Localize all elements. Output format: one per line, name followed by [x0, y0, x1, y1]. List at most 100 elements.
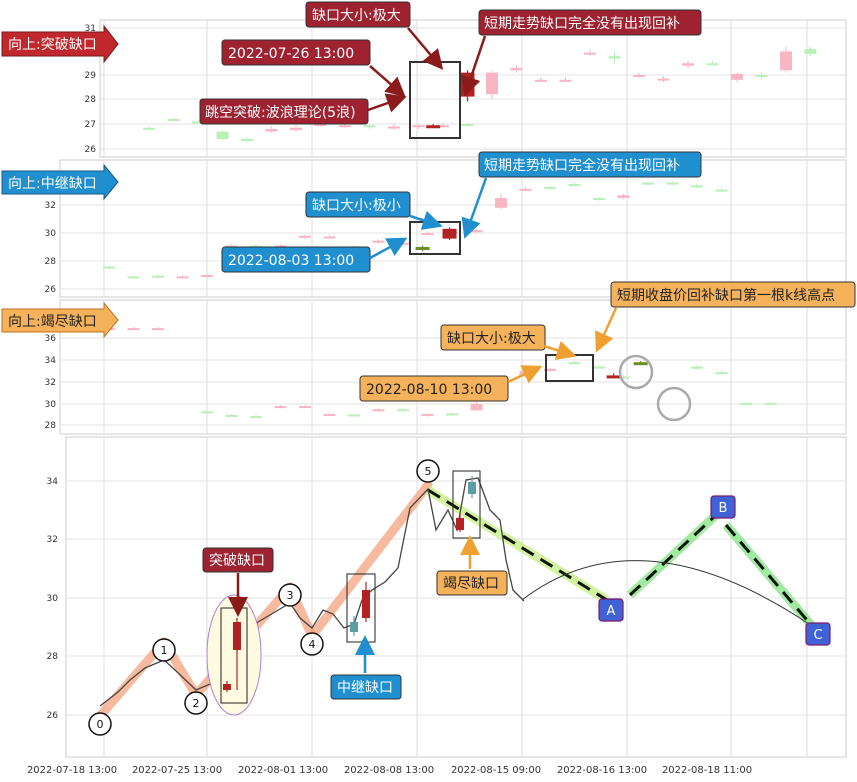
ytick-bottom-34: 34 [47, 477, 59, 487]
candle-body-second-9 [323, 236, 336, 239]
top-note-label: 短期走势缺口完全没有出现回补 [484, 15, 680, 32]
candle-body-third-19 [593, 366, 605, 369]
mid-gap-size-label: 缺口大小:极小 [312, 198, 401, 214]
candle-body-third-13 [446, 413, 458, 416]
candle-body-second-22 [642, 182, 654, 185]
wave-marker-label-2: 2 [193, 697, 200, 710]
candle-body-top-21 [657, 78, 670, 81]
bottom-breakaway-label: 突破缺口 [209, 553, 265, 569]
candle-body-third-11 [397, 409, 409, 412]
candle-body-top-22 [682, 63, 694, 66]
top-gap-size-label: 缺口大小:极大 [312, 8, 401, 24]
wave-marker-C [805, 622, 831, 646]
candle-body-top-3 [216, 131, 229, 139]
ytick-top-28: 28 [85, 95, 97, 105]
candle-body-top-19 [608, 56, 621, 59]
ytick-second-26: 26 [45, 285, 57, 295]
candle-body-third-8 [323, 413, 336, 416]
candle-body-top-15 [510, 67, 523, 71]
candle-body-top-26 [780, 51, 792, 71]
panel-title-runaway: 向上:中继缺口 [1, 163, 119, 201]
top-wave-label: 跳空突破:波浪理论(5浪) [205, 105, 356, 121]
ytick-third-30: 30 [45, 400, 57, 410]
candle-body-top-2 [192, 121, 204, 124]
wave-marker-label-C: C [813, 628, 822, 643]
candle-body-top-1 [167, 119, 180, 121]
candle-body-top-13 [461, 124, 474, 126]
candle-body-top-11 [412, 125, 425, 128]
gap-candle-body-third-0 [606, 375, 621, 379]
candle-body-top-6 [290, 127, 302, 131]
wave-marker-label-5: 5 [425, 465, 432, 478]
wave-marker-B [710, 495, 736, 519]
panel-title-exhaustion: 向上:竭尽缺口 [1, 301, 119, 339]
xtick-5: 2022-08-16 13:00 [557, 765, 647, 776]
candle-body-top-23 [706, 63, 719, 66]
ex-gap-size-label: 缺口大小:极大 [447, 331, 536, 347]
panel-frame-bottom [65, 436, 847, 758]
candle-body-second-15 [470, 230, 483, 233]
ex-date-label: 2022-08-10 13:00 [366, 382, 492, 398]
ytick-third-34: 34 [45, 356, 57, 366]
candle-body-second-20 [593, 198, 605, 200]
candle-body-top-25 [755, 75, 768, 77]
panel-title-breakaway-text: 向上:突破缺口 [8, 37, 97, 53]
panel-frame-second [59, 159, 847, 298]
ytick-top-26: 26 [85, 145, 97, 155]
candle-body-top-10 [388, 126, 400, 129]
candle-body-second-0 [103, 266, 115, 269]
bottom-runaway-label: 中继缺口 [337, 680, 393, 696]
ytick-bottom-30: 30 [47, 594, 59, 604]
xtick-2: 2022-08-01 13:00 [238, 765, 328, 776]
wave-marker-label-A: A [607, 604, 616, 619]
candle-body-second-3 [176, 276, 189, 279]
candle-body-top-24 [731, 73, 743, 80]
ytick-third-32: 32 [45, 378, 56, 388]
wave-dash-AB [628, 514, 717, 597]
candle-body-top-18 [584, 52, 596, 55]
ex-fill-circle-2 [656, 386, 692, 422]
mid-callouts: 缺口大小:极小 2022-08-03 13:00 短期走势缺口完全没有出现回补 [221, 151, 702, 273]
mid-date-label: 2022-08-03 13:00 [228, 253, 354, 269]
mid-note-label: 短期走势缺口完全没有出现回补 [484, 157, 680, 174]
candle-body-third-14 [470, 404, 483, 411]
wave-marker-label-0: 0 [97, 718, 104, 731]
xtick-0: 2022-07-18 13:00 [27, 765, 117, 776]
candle-body-third-21 [691, 366, 703, 369]
forecast-arc [521, 560, 813, 627]
wave-marker-2 [184, 691, 208, 715]
candle-body-top-5 [265, 129, 278, 132]
bottom-gap-body-1 [233, 622, 241, 650]
candle-body-third-22 [715, 372, 728, 375]
bottom-gap-body-0 [223, 684, 231, 690]
candle-body-top-0 [143, 127, 155, 130]
ytick-third-36: 36 [45, 334, 57, 344]
gap-candle-body-top-0 [426, 125, 441, 129]
bottom-gap-body-3 [362, 590, 370, 618]
ytick-third-28: 28 [45, 421, 57, 431]
xtick-3: 2022-08-08 13:00 [344, 765, 434, 776]
candle-body-second-11 [372, 240, 385, 243]
bottom-gap-body-2 [350, 622, 358, 632]
candle-body-second-21 [617, 195, 630, 198]
candle-body-second-16 [495, 198, 507, 208]
ytick-top-27: 27 [85, 120, 96, 130]
candle-body-third-18 [568, 362, 581, 365]
candle-body-third-7 [299, 406, 311, 409]
wave-band-4 [307, 480, 433, 641]
ytick-top-29: 29 [85, 71, 97, 81]
candle-body-top-27 [804, 49, 817, 54]
ytick-top-31: 31 [85, 24, 96, 34]
xtick-6: 2022-08-18 11:00 [662, 765, 752, 776]
wave-dash-5A [427, 488, 608, 602]
bottom-callouts: 突破缺口 中继缺口 竭尽缺口 [202, 535, 508, 700]
panel-title-runaway-text: 向上:中继缺口 [8, 176, 97, 192]
price-line [99, 477, 525, 707]
candle-body-second-18 [544, 186, 556, 189]
wave-marker-label-3: 3 [287, 589, 294, 602]
ytick-second-32: 32 [45, 201, 56, 211]
wave-marker-label-1: 1 [161, 644, 168, 657]
wave-marker-1 [152, 638, 176, 662]
gap-candle-body-second-1 [442, 228, 457, 239]
